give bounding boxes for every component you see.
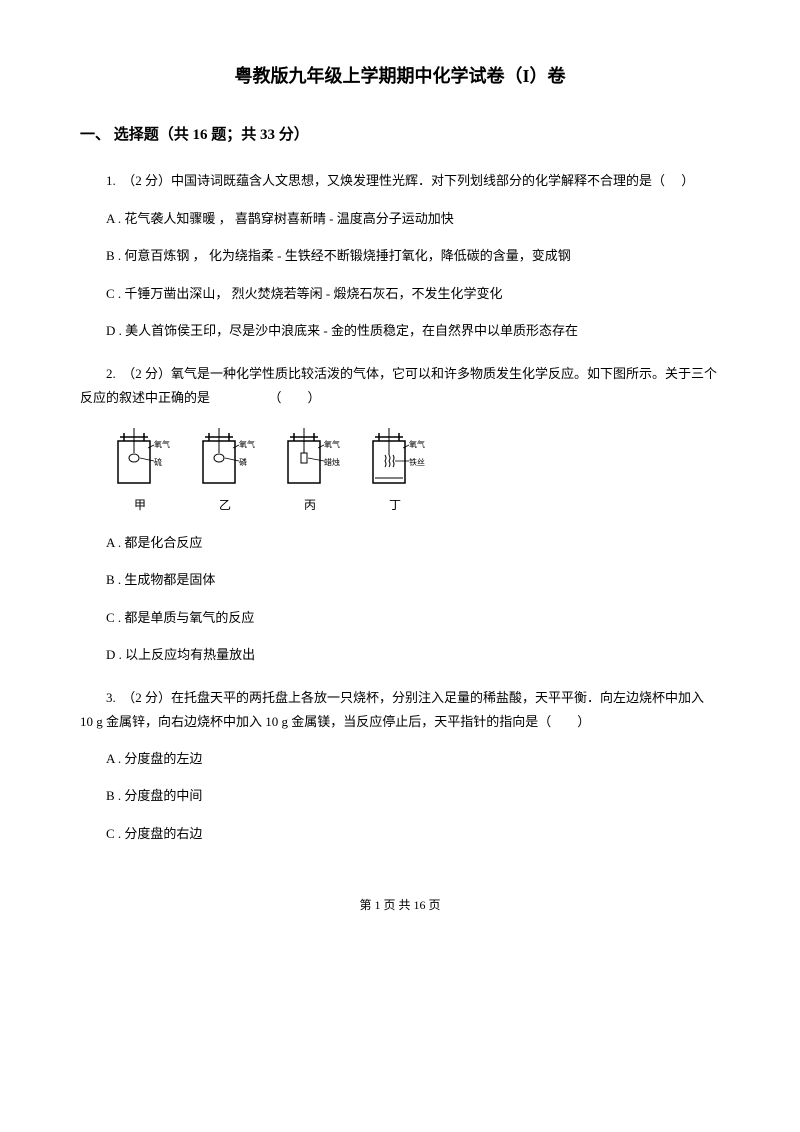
material-label: 磷 [239,457,247,467]
figure-label-ding: 丁 [389,495,401,517]
figure-label-jia: 甲 [134,495,146,517]
gas-label: 氧气 [324,439,340,449]
page-footer: 第 1 页 共 16 页 [80,895,720,917]
material-label: 硫 [154,457,162,467]
gas-label: 氧气 [154,439,170,449]
question-1-option-d: D . 美人首饰侯王印，尽是沙中浪底来 - 金的性质稳定，在自然界中以单质形态存… [80,319,720,342]
question-1-prompt: 1. （2 分）中国诗词既蕴含人文思想，又焕发理性光辉．对下列划线部分的化学解释… [80,169,720,192]
question-3-option-a: A . 分度盘的左边 [80,747,720,770]
figure-label-yi: 乙 [219,495,231,517]
flask-icon: 氧气 硫 [110,423,170,493]
question-1: 1. （2 分）中国诗词既蕴含人文思想，又焕发理性光辉．对下列划线部分的化学解释… [80,169,720,342]
figure-yi: 氧气 磷 乙 [195,423,255,517]
figure-ding: 氧气 铁丝 丁 [365,423,425,517]
question-3-option-c: C . 分度盘的右边 [80,822,720,845]
figure-bing: 氧气 蜡烛 丙 [280,423,340,517]
question-3-prompt: 3. （2 分）在托盘天平的两托盘上各放一只烧杯，分别注入足量的稀盐酸，天平平衡… [80,686,720,733]
question-2-option-c: C . 都是单质与氧气的反应 [80,606,720,629]
question-3: 3. （2 分）在托盘天平的两托盘上各放一只烧杯，分别注入足量的稀盐酸，天平平衡… [80,686,720,845]
gas-label: 氧气 [239,439,255,449]
material-label: 蜡烛 [324,457,340,467]
page-title: 粤教版九年级上学期期中化学试卷（I）卷 [80,60,720,92]
flask-icon: 氧气 磷 [195,423,255,493]
flask-icon: 氧气 蜡烛 [280,423,340,493]
question-2-option-d: D . 以上反应均有热量放出 [80,643,720,666]
gas-label: 氧气 [409,439,425,449]
material-label: 铁丝 [409,457,425,467]
question-2-figures: 氧气 硫 甲 氧气 磷 乙 [110,423,720,517]
question-2: 2. （2 分）氧气是一种化学性质比较活泼的气体，它可以和许多物质发生化学反应。… [80,362,720,666]
question-2-option-a: A . 都是化合反应 [80,531,720,554]
question-2-prompt: 2. （2 分）氧气是一种化学性质比较活泼的气体，它可以和许多物质发生化学反应。… [80,362,720,409]
question-3-option-b: B . 分度盘的中间 [80,784,720,807]
figure-label-bing: 丙 [304,495,316,517]
question-2-option-b: B . 生成物都是固体 [80,568,720,591]
question-1-option-a: A . 花气袭人知骤暖 ， 喜鹊穿树喜新晴 - 温度高分子运动加快 [80,207,720,230]
question-1-option-b: B . 何意百炼钢 ， 化为绕指柔 - 生铁经不断锻烧捶打氧化，降低碳的含量，变… [80,244,720,267]
flask-icon: 氧气 铁丝 [365,423,425,493]
question-1-option-c: C . 千锤万凿出深山， 烈火焚烧若等闲 - 煅烧石灰石，不发生化学变化 [80,282,720,305]
figure-jia: 氧气 硫 甲 [110,423,170,517]
section-header: 一、 选择题（共 16 题；共 33 分） [80,122,720,149]
